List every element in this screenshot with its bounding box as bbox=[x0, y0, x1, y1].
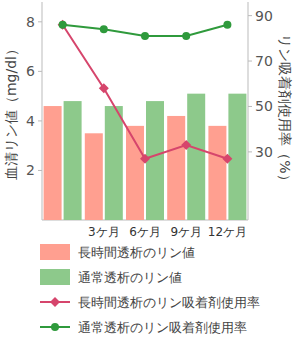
legend-marker bbox=[50, 297, 60, 307]
bar bbox=[167, 116, 185, 220]
bar bbox=[85, 133, 103, 220]
y2-tick bbox=[248, 61, 252, 62]
x-tick-label: 6ケ月 bbox=[129, 225, 161, 239]
y2-tick-label: 50 bbox=[255, 98, 273, 114]
y-tick bbox=[38, 120, 42, 121]
y-axis-label: 血清リン値（mg/dl） bbox=[3, 42, 19, 180]
marker bbox=[223, 21, 231, 29]
chart: 2 4 6 8 30 50 70 90 3ケ月 6ケ月 9ケ月 12ケ月 血清リン値（mg/dl） リン吸… bbox=[0, 0, 295, 339]
marker bbox=[141, 32, 149, 40]
legend-label: 通常透析のリン値 bbox=[78, 270, 182, 285]
marker bbox=[222, 154, 232, 164]
y2-tick bbox=[248, 15, 252, 16]
y2-tick-label: 30 bbox=[255, 144, 273, 160]
y-tick bbox=[38, 71, 42, 72]
bar bbox=[146, 101, 164, 220]
y-tick-label: 6 bbox=[26, 63, 35, 79]
legend-marker-shape bbox=[51, 323, 59, 331]
y2-tick bbox=[248, 106, 252, 107]
y-tick bbox=[38, 170, 42, 171]
bar bbox=[208, 126, 226, 220]
y2-tick-label: 90 bbox=[255, 8, 273, 24]
plot-area bbox=[44, 20, 247, 220]
legend-swatch bbox=[40, 269, 70, 285]
y-tick-label: 8 bbox=[26, 14, 35, 30]
y2-tick-label: 70 bbox=[255, 53, 273, 69]
legend-swatch bbox=[40, 244, 70, 260]
marker bbox=[59, 21, 67, 29]
y-tick-label: 4 bbox=[26, 113, 35, 129]
bar bbox=[44, 106, 62, 220]
y-axis bbox=[42, 2, 43, 220]
legend-label: 通常透析のリン吸着剤使用率 bbox=[78, 320, 247, 335]
legend-label: 長時間透析のリン値 bbox=[78, 245, 195, 260]
legend-marker bbox=[51, 323, 59, 331]
bar bbox=[64, 101, 82, 220]
marker bbox=[58, 20, 68, 30]
x-tick-label: 3ケ月 bbox=[88, 225, 120, 239]
marker bbox=[182, 32, 190, 40]
bar bbox=[228, 94, 246, 220]
legend: 長時間透析のリン値通常透析のリン値長時間透析のリン吸着剤使用率通常透析のリン吸着… bbox=[40, 244, 260, 335]
legend-label: 長時間透析のリン吸着剤使用率 bbox=[78, 295, 260, 310]
bar bbox=[187, 94, 205, 220]
y2-tick bbox=[248, 151, 252, 152]
marker bbox=[100, 25, 108, 33]
y-tick bbox=[38, 21, 42, 22]
marker bbox=[140, 154, 150, 164]
x-tick-label: 9ケ月 bbox=[170, 225, 202, 239]
marker bbox=[99, 83, 109, 93]
y2-axis bbox=[248, 2, 249, 220]
line bbox=[63, 25, 228, 159]
y2-axis-label: リン吸着剤使用率（%） bbox=[277, 34, 293, 187]
marker bbox=[181, 140, 191, 150]
bar bbox=[105, 106, 123, 220]
legend-marker-shape bbox=[50, 297, 60, 307]
x-tick-label: 12ケ月 bbox=[208, 225, 247, 239]
y-tick-label: 2 bbox=[26, 162, 35, 178]
